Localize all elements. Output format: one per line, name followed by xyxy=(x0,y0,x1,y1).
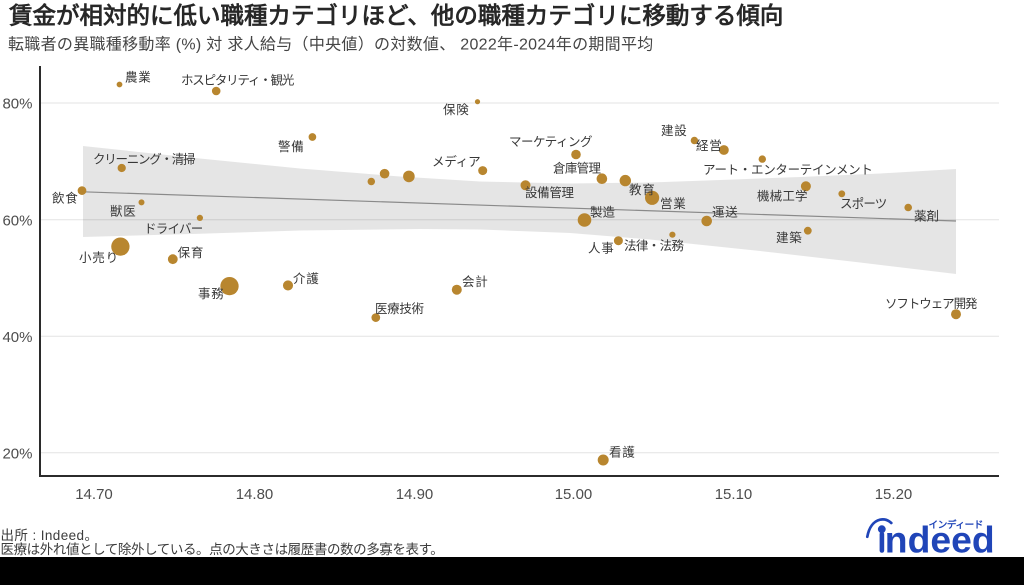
svg-text:事務: 事務 xyxy=(198,287,225,301)
svg-text:ドライバー: ドライバー xyxy=(144,222,203,236)
svg-text:20%: 20% xyxy=(2,445,32,462)
svg-text:14.80: 14.80 xyxy=(236,486,274,503)
svg-text:看護: 看護 xyxy=(609,445,636,460)
svg-text:40%: 40% xyxy=(2,329,32,346)
svg-text:転職者の異職種移動率 (%) 対 求人給与（中央値）の対数値: 転職者の異職種移動率 (%) 対 求人給与（中央値）の対数値、 2022年-20… xyxy=(8,36,654,54)
svg-text:警備: 警備 xyxy=(278,139,305,154)
svg-text:設備管理: 設備管理 xyxy=(525,185,575,200)
svg-text:機械工学: 機械工学 xyxy=(757,189,808,204)
svg-text:保育: 保育 xyxy=(178,245,205,260)
svg-text:15.20: 15.20 xyxy=(875,486,913,503)
svg-text:15.10: 15.10 xyxy=(715,486,753,503)
svg-text:医療は外れ値として除外している。点の大きさは履歴書の数の多寡: 医療は外れ値として除外している。点の大きさは履歴書の数の多寡を表す。 xyxy=(1,541,444,557)
svg-text:メディア: メディア xyxy=(432,154,480,169)
svg-text:経営: 経営 xyxy=(696,139,723,153)
svg-text:クリーニング・清掃: クリーニング・清掃 xyxy=(93,152,195,167)
svg-text:賃金が相対的に低い職種カテゴリほど、他の職種カテゴリに移動す: 賃金が相対的に低い職種カテゴリほど、他の職種カテゴリに移動する傾向 xyxy=(8,1,783,28)
svg-text:小売り: 小売り xyxy=(79,250,119,265)
svg-text:製造: 製造 xyxy=(590,206,616,220)
svg-text:法律・法務: 法律・法務 xyxy=(624,239,684,253)
svg-text:農業: 農業 xyxy=(125,70,152,85)
svg-text:マーケティング: マーケティング xyxy=(509,135,592,149)
svg-text:ndeed: ndeed xyxy=(885,518,995,560)
svg-text:獣医: 獣医 xyxy=(110,205,137,219)
svg-text:14.90: 14.90 xyxy=(396,486,434,503)
svg-text:倉庫管理: 倉庫管理 xyxy=(553,161,601,176)
svg-text:80%: 80% xyxy=(2,96,32,113)
svg-text:出所 : Indeed。: 出所 : Indeed。 xyxy=(1,528,99,543)
svg-text:薬剤: 薬剤 xyxy=(914,209,939,224)
svg-text:医療技術: 医療技術 xyxy=(375,302,424,316)
svg-text:保険: 保険 xyxy=(443,103,470,117)
svg-text:飲食: 飲食 xyxy=(52,191,79,206)
svg-text:14.70: 14.70 xyxy=(75,486,113,503)
svg-text:15.00: 15.00 xyxy=(555,486,593,503)
svg-text:介護: 介護 xyxy=(293,271,320,286)
svg-text:スポーツ: スポーツ xyxy=(840,197,887,211)
svg-text:インディード: インディード xyxy=(929,519,984,531)
svg-text:ホスピタリティ・観光: ホスピタリティ・観光 xyxy=(181,74,294,88)
svg-text:ソフトウェア開発: ソフトウェア開発 xyxy=(885,297,978,311)
svg-text:人事: 人事 xyxy=(588,242,615,256)
svg-text:会計: 会計 xyxy=(462,274,489,289)
svg-text:建設: 建設 xyxy=(661,123,688,138)
svg-text:建築: 建築 xyxy=(776,230,803,245)
svg-text:教育: 教育 xyxy=(629,182,656,197)
svg-text:60%: 60% xyxy=(2,212,32,229)
svg-text:営業: 営業 xyxy=(660,196,687,211)
svg-text:アート・エンターテインメント: アート・エンターテインメント xyxy=(703,163,873,177)
svg-text:運送: 運送 xyxy=(712,205,739,220)
